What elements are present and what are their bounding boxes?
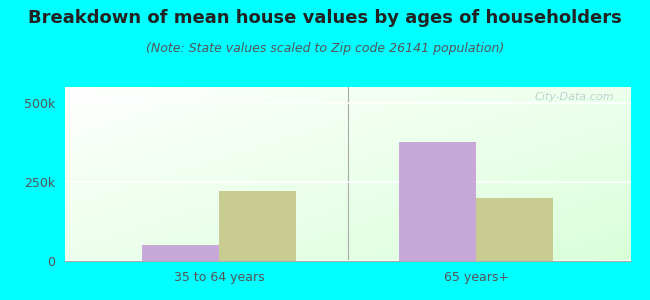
Bar	[219, 191, 296, 261]
Text: City-Data.com: City-Data.com	[534, 92, 614, 102]
Bar	[142, 245, 219, 261]
Bar	[476, 198, 553, 261]
Text: (Note: State values scaled to Zip code 26141 population): (Note: State values scaled to Zip code 2…	[146, 42, 504, 55]
Bar	[399, 142, 476, 261]
Text: Breakdown of mean house values by ages of householders: Breakdown of mean house values by ages o…	[28, 9, 622, 27]
